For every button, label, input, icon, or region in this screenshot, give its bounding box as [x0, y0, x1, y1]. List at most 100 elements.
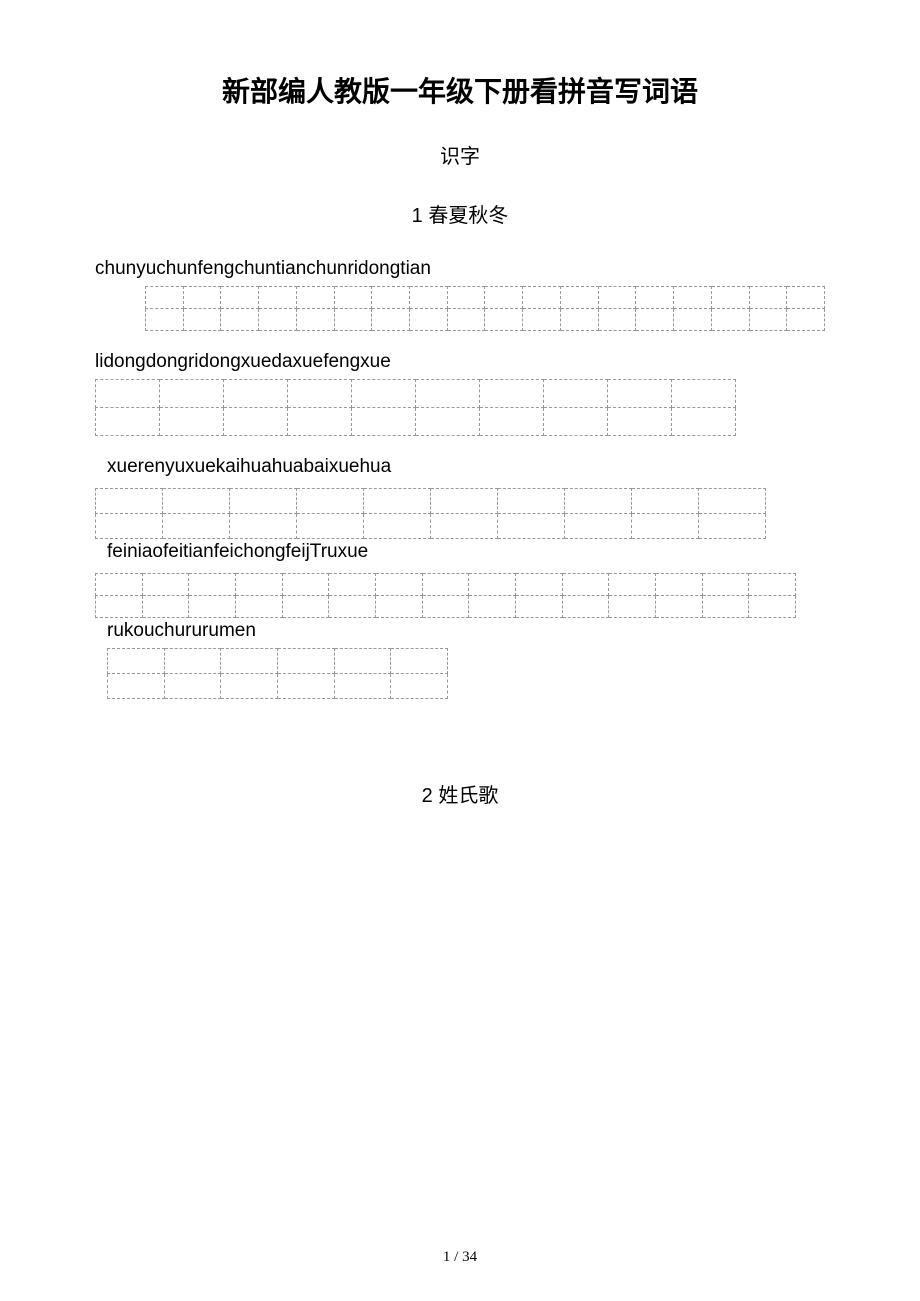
- grid-cell: [485, 287, 523, 309]
- grid-cell: [221, 674, 278, 699]
- grid-cell: [608, 408, 672, 436]
- grid-cell: [565, 514, 632, 539]
- grid-cell: [515, 574, 562, 596]
- grid-cell: [146, 287, 184, 309]
- grid-cell: [183, 287, 221, 309]
- grid-cell: [375, 574, 422, 596]
- grid-cell: [560, 287, 598, 309]
- grid-cell: [674, 287, 712, 309]
- section-2-title: 2 姓氏歌: [95, 779, 825, 808]
- grid-cell: [329, 574, 376, 596]
- grid-cell: [146, 309, 184, 331]
- grid-cell: [297, 514, 364, 539]
- writing-grid: [145, 286, 825, 331]
- grid-cell: [632, 514, 699, 539]
- grid-cell: [334, 674, 391, 699]
- grid-cell: [544, 380, 608, 408]
- grid-cell: [416, 380, 480, 408]
- grid-cell: [498, 514, 565, 539]
- grid-cell: [230, 489, 297, 514]
- section-2-number: 2: [422, 785, 433, 807]
- grid-cell: [672, 408, 736, 436]
- grid-cell: [288, 380, 352, 408]
- grid-cell: [288, 408, 352, 436]
- grid-cell: [282, 596, 329, 618]
- grid-cell: [469, 596, 516, 618]
- grid-cell: [608, 380, 672, 408]
- exercise-blocks: chunyuchunfengchuntianchunridongtian lido…: [95, 258, 825, 699]
- grid-cell: [96, 596, 143, 618]
- pinyin-label: lidongdongridongxuedaxuefengxue: [95, 351, 825, 373]
- grid-cell: [160, 380, 224, 408]
- writing-grid: [95, 379, 736, 436]
- grid-cell: [235, 574, 282, 596]
- grid-cell: [431, 489, 498, 514]
- writing-grid: [95, 488, 766, 539]
- grid-cell: [221, 649, 278, 674]
- writing-grid: [95, 573, 796, 618]
- grid-cell: [142, 596, 189, 618]
- grid-cell: [277, 674, 334, 699]
- grid-cell: [296, 287, 334, 309]
- grid-cell: [163, 489, 230, 514]
- grid-cell: [609, 574, 656, 596]
- grid-cell: [329, 596, 376, 618]
- exercise-block: xuerenyuxuekaihuahuabaixuehua: [95, 456, 825, 539]
- grid-cell: [96, 380, 160, 408]
- grid-cell: [562, 596, 609, 618]
- grid-cell: [189, 596, 236, 618]
- grid-cell: [672, 380, 736, 408]
- section-1-name: 春夏秋冬: [428, 205, 508, 227]
- grid-cell: [334, 287, 372, 309]
- section-2-name: 姓氏歌: [438, 785, 498, 807]
- page: 新部编人教版一年级下册看拼音写词语 识字 1 春夏秋冬 chunyuchunfe…: [0, 0, 920, 1301]
- grid-cell: [108, 674, 165, 699]
- grid-cell: [352, 380, 416, 408]
- page-title: 新部编人教版一年级下册看拼音写词语: [95, 70, 825, 110]
- grid-cell: [544, 408, 608, 436]
- grid-cell: [221, 287, 259, 309]
- grid-cell: [655, 574, 702, 596]
- grid-cell: [160, 408, 224, 436]
- grid-cell: [352, 408, 416, 436]
- grid-cell: [431, 514, 498, 539]
- pinyin-label: chunyuchunfengchuntianchunridongtian: [95, 258, 825, 280]
- grid-cell: [296, 309, 334, 331]
- grid-cell: [221, 309, 259, 331]
- grid-cell: [636, 309, 674, 331]
- grid-cell: [230, 514, 297, 539]
- grid-cell: [485, 309, 523, 331]
- grid-cell: [96, 408, 160, 436]
- grid-cell: [515, 596, 562, 618]
- grid-cell: [164, 674, 221, 699]
- grid-cell: [523, 309, 561, 331]
- grid-cell: [749, 596, 796, 618]
- grid-cell: [372, 309, 410, 331]
- exercise-block: chunyuchunfengchuntianchunridongtian: [95, 258, 825, 331]
- grid-cell: [749, 287, 787, 309]
- grid-cell: [108, 649, 165, 674]
- grid-cell: [702, 596, 749, 618]
- grid-cell: [364, 489, 431, 514]
- grid-cell: [96, 574, 143, 596]
- grid-cell: [282, 574, 329, 596]
- grid-cell: [163, 514, 230, 539]
- grid-cell: [598, 287, 636, 309]
- grid-cell: [422, 574, 469, 596]
- grid-cell: [636, 287, 674, 309]
- grid-cell: [787, 287, 825, 309]
- grid-cell: [364, 514, 431, 539]
- pinyin-label: feiniaofeitianfeichongfeijTruxue: [107, 541, 825, 563]
- page-number: 1 / 34: [0, 1249, 920, 1266]
- grid-cell: [372, 287, 410, 309]
- grid-cell: [164, 649, 221, 674]
- grid-cell: [334, 309, 372, 331]
- grid-cell: [598, 309, 636, 331]
- grid-cell: [711, 309, 749, 331]
- grid-cell: [96, 489, 163, 514]
- grid-cell: [96, 514, 163, 539]
- grid-cell: [422, 596, 469, 618]
- grid-cell: [259, 309, 297, 331]
- grid-cell: [674, 309, 712, 331]
- grid-cell: [609, 596, 656, 618]
